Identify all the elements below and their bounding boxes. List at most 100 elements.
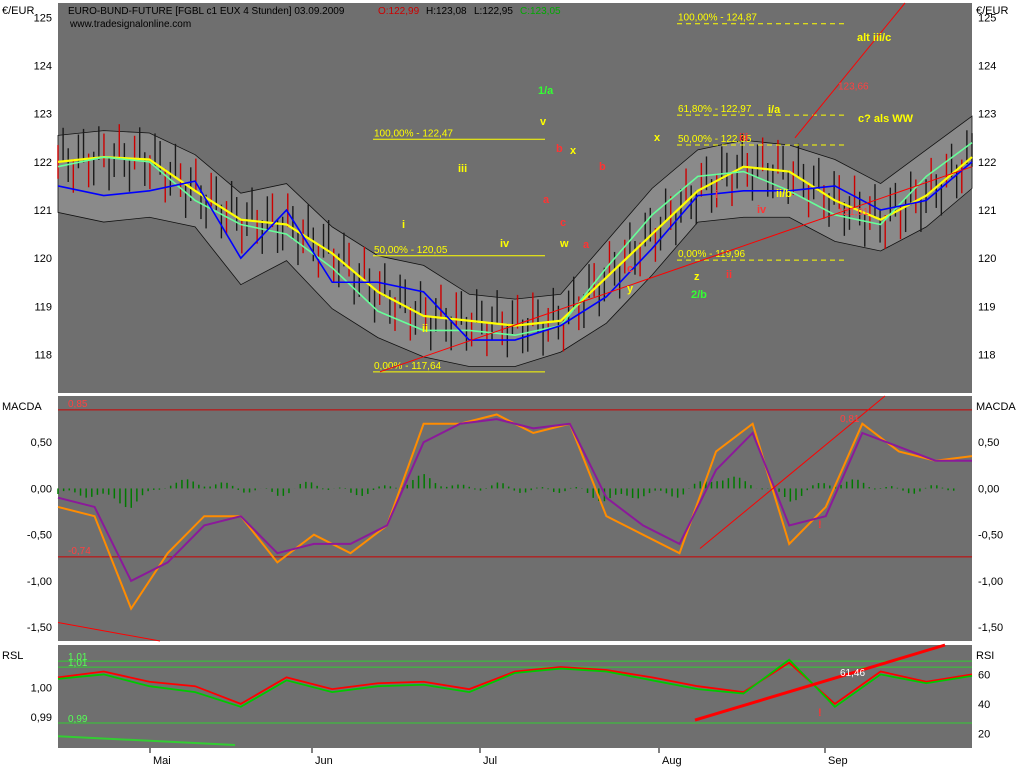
- header-title: EURO-BUND-FUTURE [FGBL c1 EUX 4 Stunden]…: [68, 6, 345, 17]
- price-y-tick-left: 120: [34, 253, 52, 265]
- rsi-level-label: 0,99: [68, 714, 88, 725]
- wave-label: ii: [726, 269, 732, 281]
- x-tick-label: Aug: [662, 755, 682, 767]
- wave-label: iv: [757, 204, 767, 216]
- price-y-tick-left: 124: [34, 61, 52, 73]
- header-close: C:123,05: [520, 6, 561, 17]
- wave-label: iv: [500, 238, 510, 250]
- macd-y-tick-right: -0,50: [978, 530, 1003, 542]
- macd-y-tick-right: 0,50: [978, 437, 999, 449]
- x-tick-label: Mai: [153, 755, 171, 767]
- rsi-left-tick: 1,00: [31, 683, 52, 695]
- wave-label: c: [627, 263, 633, 275]
- price-series-line: [57, 141, 973, 337]
- fib-level-label: 100,00% - 122,47: [374, 128, 453, 139]
- wave-label: b: [599, 161, 606, 173]
- macd-trend-line: [57, 622, 161, 642]
- rsi-series-line: [57, 658, 973, 708]
- price-y-tick-right: 124: [978, 61, 996, 73]
- wave-label: x: [654, 132, 661, 144]
- wave-label: y: [627, 283, 634, 295]
- header-open: O:122,99: [378, 6, 420, 17]
- macd-marker: !: [818, 519, 822, 531]
- x-tick-label: Jul: [483, 755, 497, 767]
- fib-level-label: 100,00% - 124,87: [678, 13, 757, 24]
- rsi-trend-line: [694, 643, 946, 722]
- rsi-level-label: 1,01: [68, 652, 88, 663]
- macd-y-tick-left: -0,50: [27, 530, 52, 542]
- macd-y-tick-right: -1,50: [978, 622, 1003, 634]
- rsi-ylabel-right: RSI: [976, 650, 994, 662]
- trend-line-steep: [794, 2, 906, 139]
- x-tick-label: Jun: [315, 755, 333, 767]
- fib-level-label: 0,00% - 119,96: [678, 249, 746, 260]
- wave-label: alt iii/c: [857, 32, 891, 44]
- trend-label: 123,66: [838, 82, 869, 93]
- macd-y-tick-left: -1,50: [27, 622, 52, 634]
- price-y-tick-right: 120: [978, 253, 996, 265]
- rsi-marker: !: [818, 707, 822, 719]
- macd-trend-line: [699, 395, 886, 549]
- macd-reference-label: -0,74: [68, 546, 91, 557]
- macd-reference-label: 0,85: [68, 399, 88, 410]
- rsi-ylabel-left: RSL: [2, 650, 23, 662]
- wave-label: c: [560, 217, 566, 229]
- website-label: www.tradesignalonline.com: [69, 19, 191, 30]
- price-y-tick-right: 125: [978, 12, 996, 24]
- price-ylabel-left: €/EUR: [2, 5, 34, 17]
- macd-y-tick-right: 0,00: [978, 483, 999, 495]
- fib-level-label: 50,00% - 122,35: [678, 134, 752, 145]
- price-y-tick-right: 118: [978, 349, 996, 361]
- macd-y-tick-left: -1,00: [27, 576, 52, 588]
- wave-label: a: [543, 194, 550, 206]
- macd-ylabel-right: MACDA: [976, 401, 1016, 413]
- price-y-tick-left: 121: [34, 205, 52, 217]
- macd-y-tick-right: -1,00: [978, 576, 1003, 588]
- price-ylabel-right: €/EUR: [976, 5, 1008, 17]
- wave-label: i: [715, 189, 718, 201]
- rsi-level-label: 1,01: [68, 658, 88, 669]
- wave-label: 2/b: [691, 289, 707, 301]
- fib-level-label: 50,00% - 120,05: [374, 245, 448, 256]
- price-y-tick-right: 122: [978, 157, 996, 169]
- macd-panel: [58, 396, 972, 641]
- price-y-tick-left: 118: [34, 349, 52, 361]
- rsi-right-tick: 60: [978, 669, 990, 681]
- wave-label: b: [556, 143, 563, 155]
- fib-level-label: 61,80% - 122,97: [678, 104, 752, 115]
- price-y-tick-right: 121: [978, 205, 996, 217]
- wave-label: iii: [458, 163, 467, 175]
- wave-label: ii/b: [776, 188, 792, 200]
- rsi-right-tick: 20: [978, 728, 990, 740]
- wave-label: z: [694, 271, 700, 283]
- trend-label: 121,01: [838, 207, 869, 218]
- x-tick-label: Sep: [828, 755, 848, 767]
- wave-label: i: [402, 219, 405, 231]
- macd-series-line: [57, 418, 972, 583]
- price-series-line: [57, 161, 973, 341]
- fib-level-label: 0,00% - 117,64: [374, 361, 442, 372]
- rsi-left-tick: 0,99: [31, 712, 52, 724]
- rsi-right-tick: 40: [978, 699, 990, 711]
- wave-label: a: [583, 239, 590, 251]
- price-y-tick-left: 119: [34, 301, 52, 313]
- wave-label: ii: [422, 323, 428, 335]
- macd-y-tick-left: 0,50: [31, 437, 52, 449]
- price-y-tick-left: 122: [34, 157, 52, 169]
- wave-label: x: [570, 145, 577, 157]
- header-low: L:122,95: [474, 6, 513, 17]
- wave-label: 1/a: [538, 85, 554, 97]
- macd-y-tick-left: 0,00: [31, 483, 52, 495]
- wave-label: i/a: [768, 104, 781, 116]
- wave-label: c? als WW: [858, 113, 914, 125]
- price-y-tick-right: 119: [978, 301, 996, 313]
- price-y-tick-left: 123: [34, 109, 52, 121]
- header-high: H:123,08: [426, 6, 467, 17]
- macd-ylabel-left: MACDA: [2, 401, 42, 413]
- rsi-trend-line: [57, 735, 236, 747]
- price-y-tick-left: 125: [34, 12, 52, 24]
- rsi-value-label: 61,46: [840, 668, 865, 679]
- wave-label: v: [540, 116, 547, 128]
- rsi-panel: [58, 645, 972, 748]
